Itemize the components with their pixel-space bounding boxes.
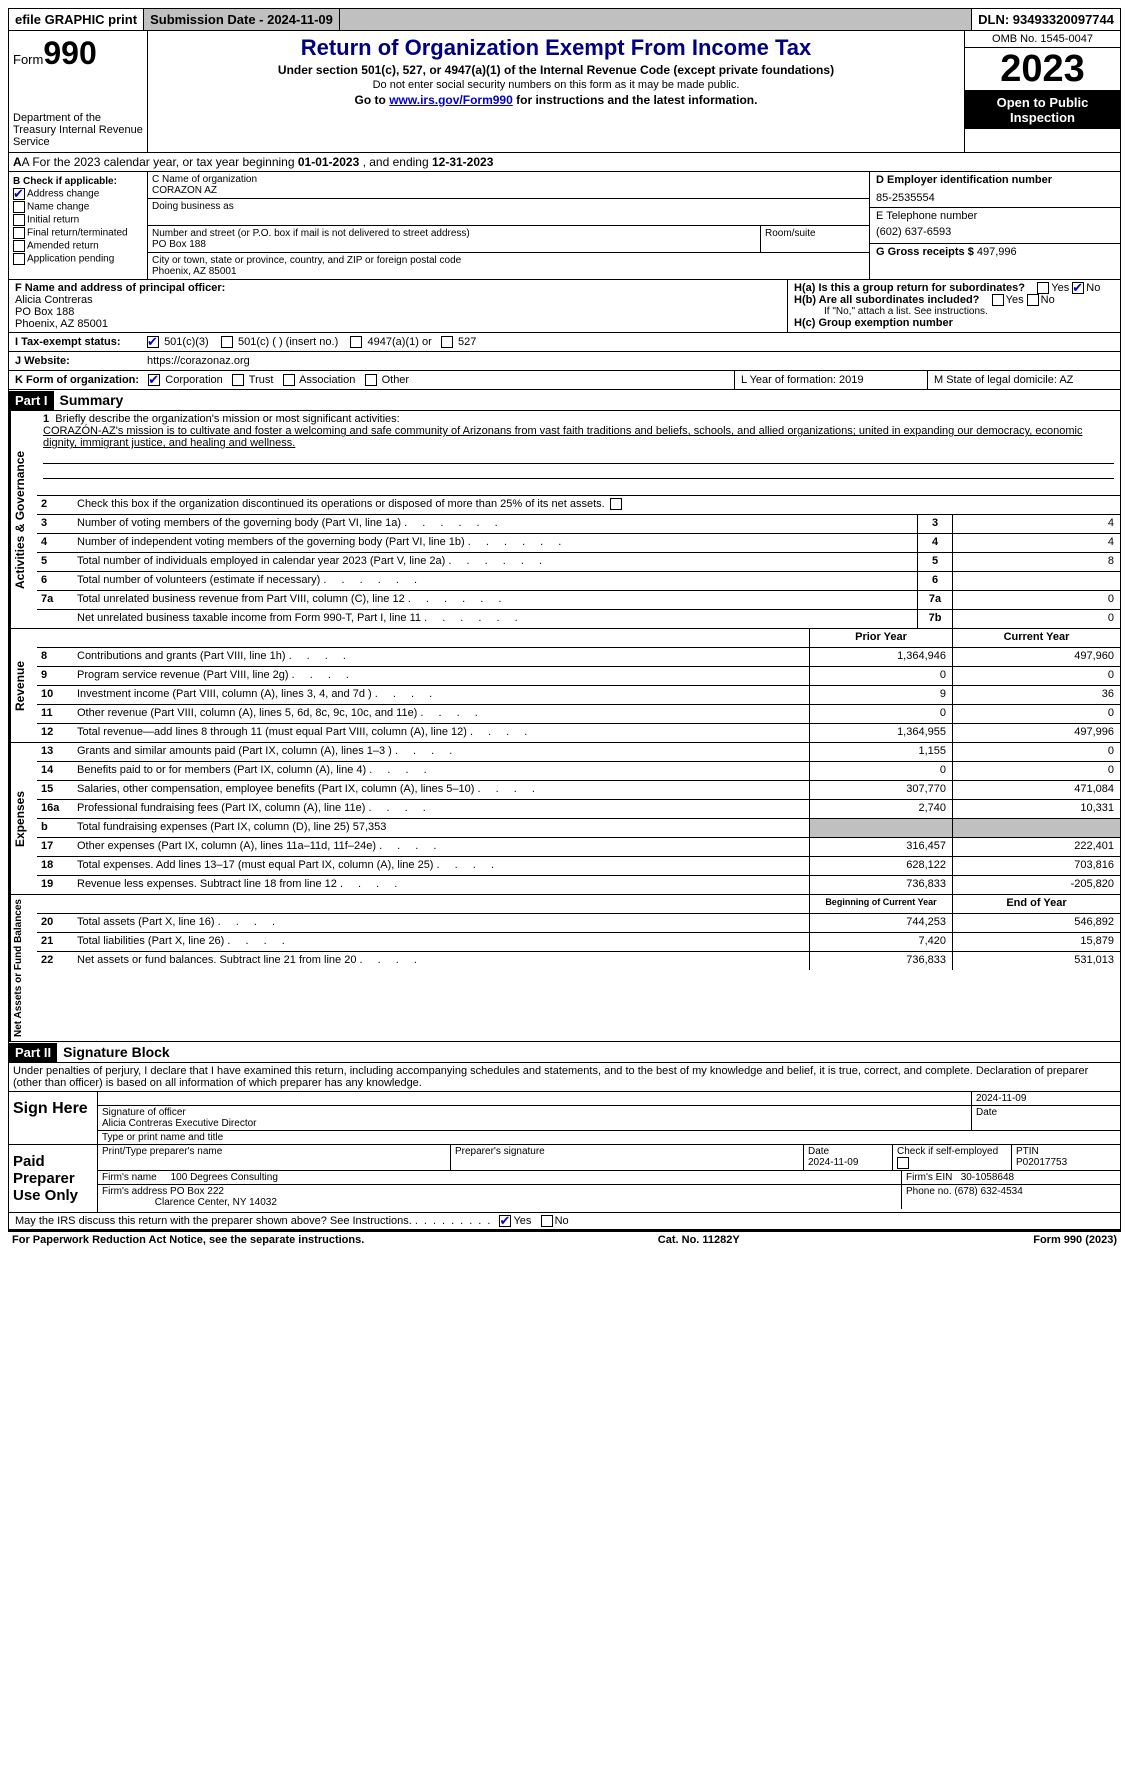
paid-preparer-label: Paid Preparer Use Only <box>9 1145 98 1212</box>
ein: 85-2535554 <box>876 192 1114 204</box>
table-row: 20Total assets (Part X, line 16) . . . .… <box>37 914 1120 933</box>
cb-501c3[interactable] <box>147 336 159 348</box>
dln: DLN: 93493320097744 <box>972 9 1120 30</box>
firm-ein: 30-1058648 <box>961 1172 1014 1183</box>
part-2-title: Signature Block <box>57 1042 176 1062</box>
table-row: 18Total expenses. Add lines 13–17 (must … <box>37 857 1120 876</box>
side-revenue: Revenue <box>9 629 37 742</box>
principal-officer: F Name and address of principal officer:… <box>9 280 787 332</box>
table-row: bTotal fundraising expenses (Part IX, co… <box>37 819 1120 838</box>
part-1-header: Part I <box>9 391 54 410</box>
side-net-assets: Net Assets or Fund Balances <box>9 895 37 1041</box>
table-row: 3Number of voting members of the governi… <box>37 515 1120 534</box>
table-row: Net unrelated business taxable income fr… <box>37 610 1120 628</box>
ptin: P02017753 <box>1016 1157 1067 1168</box>
side-expenses: Expenses <box>9 743 37 894</box>
irs-link[interactable]: www.irs.gov/Form990 <box>389 93 513 107</box>
table-row: 16aProfessional fundraising fees (Part I… <box>37 800 1120 819</box>
table-row: 22Net assets or fund balances. Subtract … <box>37 952 1120 970</box>
table-row: 4Number of independent voting members of… <box>37 534 1120 553</box>
cb-final-return[interactable] <box>13 227 25 239</box>
state-domicile: M State of legal domicile: AZ <box>927 371 1120 389</box>
cb-address-change[interactable] <box>13 188 25 200</box>
org-city: Phoenix, AZ 85001 <box>152 266 865 277</box>
open-inspection: Open to Public Inspection <box>965 91 1120 129</box>
col-d-e: D Employer identification number 85-2535… <box>869 172 1120 279</box>
form-header: Form990 Department of the Treasury Inter… <box>8 31 1121 153</box>
efile-label: efile GRAPHIC print <box>9 9 144 30</box>
table-row: 11Other revenue (Part VIII, column (A), … <box>37 705 1120 724</box>
form-subtitle-1: Under section 501(c), 527, or 4947(a)(1)… <box>152 63 960 77</box>
telephone: (602) 637-6593 <box>876 226 1114 238</box>
table-row: 8Contributions and grants (Part VIII, li… <box>37 648 1120 667</box>
top-bar: efile GRAPHIC print Submission Date - 20… <box>8 8 1121 31</box>
perjury-declaration: Under penalties of perjury, I declare th… <box>9 1063 1120 1091</box>
cb-initial-return[interactable] <box>13 214 25 226</box>
firm-phone: (678) 632-4534 <box>954 1186 1022 1197</box>
table-row: 15Salaries, other compensation, employee… <box>37 781 1120 800</box>
website-url: https://corazonaz.org <box>141 352 1120 370</box>
col-c-org-info: C Name of organization CORAZON AZ Doing … <box>148 172 869 279</box>
table-row: 14Benefits paid to or for members (Part … <box>37 762 1120 781</box>
part-1-title: Summary <box>54 390 130 410</box>
form-of-org: K Form of organization: Corporation Trus… <box>9 371 734 389</box>
table-row: 9Program service revenue (Part VIII, lin… <box>37 667 1120 686</box>
table-row: 5Total number of individuals employed in… <box>37 553 1120 572</box>
group-return: H(a) Is this a group return for subordin… <box>787 280 1120 332</box>
col-b-checkboxes: B Check if applicable: Address change Na… <box>9 172 148 279</box>
dept-label: Department of the Treasury Internal Reve… <box>13 112 143 148</box>
table-row: 17Other expenses (Part IX, column (A), l… <box>37 838 1120 857</box>
officer-name: Alicia Contreras Executive Director <box>102 1118 257 1129</box>
form-subtitle-3: Go to www.irs.gov/Form990 for instructio… <box>152 93 960 107</box>
cb-app-pending[interactable] <box>13 253 25 265</box>
org-address: PO Box 188 <box>152 239 756 250</box>
page-footer: For Paperwork Reduction Act Notice, see … <box>8 1230 1121 1248</box>
omb-number: OMB No. 1545-0047 <box>965 31 1120 48</box>
tax-year: 2023 <box>965 48 1120 91</box>
year-formation: L Year of formation: 2019 <box>734 371 927 389</box>
tax-exempt-label: I Tax-exempt status: <box>9 333 141 351</box>
table-row: 10Investment income (Part VIII, column (… <box>37 686 1120 705</box>
sign-here-label: Sign Here <box>9 1092 98 1144</box>
side-governance: Activities & Governance <box>9 411 37 628</box>
form-subtitle-2: Do not enter social security numbers on … <box>152 79 960 91</box>
table-row: 12Total revenue—add lines 8 through 11 (… <box>37 724 1120 742</box>
website-label: J Website: <box>9 352 141 370</box>
submission-date: Submission Date - 2024-11-09 <box>144 9 340 30</box>
table-row: 6Total number of volunteers (estimate if… <box>37 572 1120 591</box>
table-row: 13Grants and similar amounts paid (Part … <box>37 743 1120 762</box>
org-name: CORAZON AZ <box>152 185 865 196</box>
form-number: Form990 <box>13 35 143 72</box>
row-a-tax-year: AA For the 2023 calendar year, or tax ye… <box>8 153 1121 172</box>
table-row: 19Revenue less expenses. Subtract line 1… <box>37 876 1120 894</box>
gross-receipts: 497,996 <box>977 246 1017 258</box>
part-2-header: Part II <box>9 1043 57 1062</box>
cb-name-change[interactable] <box>13 201 25 213</box>
mission-text: CORAZÓN-AZ's mission is to cultivate and… <box>43 425 1082 449</box>
cb-amended[interactable] <box>13 240 25 252</box>
form-title: Return of Organization Exempt From Incom… <box>152 35 960 61</box>
table-row: 21Total liabilities (Part X, line 26) . … <box>37 933 1120 952</box>
discuss-row: May the IRS discuss this return with the… <box>9 1212 1120 1229</box>
firm-name: 100 Degrees Consulting <box>171 1172 278 1183</box>
table-row: 7aTotal unrelated business revenue from … <box>37 591 1120 610</box>
